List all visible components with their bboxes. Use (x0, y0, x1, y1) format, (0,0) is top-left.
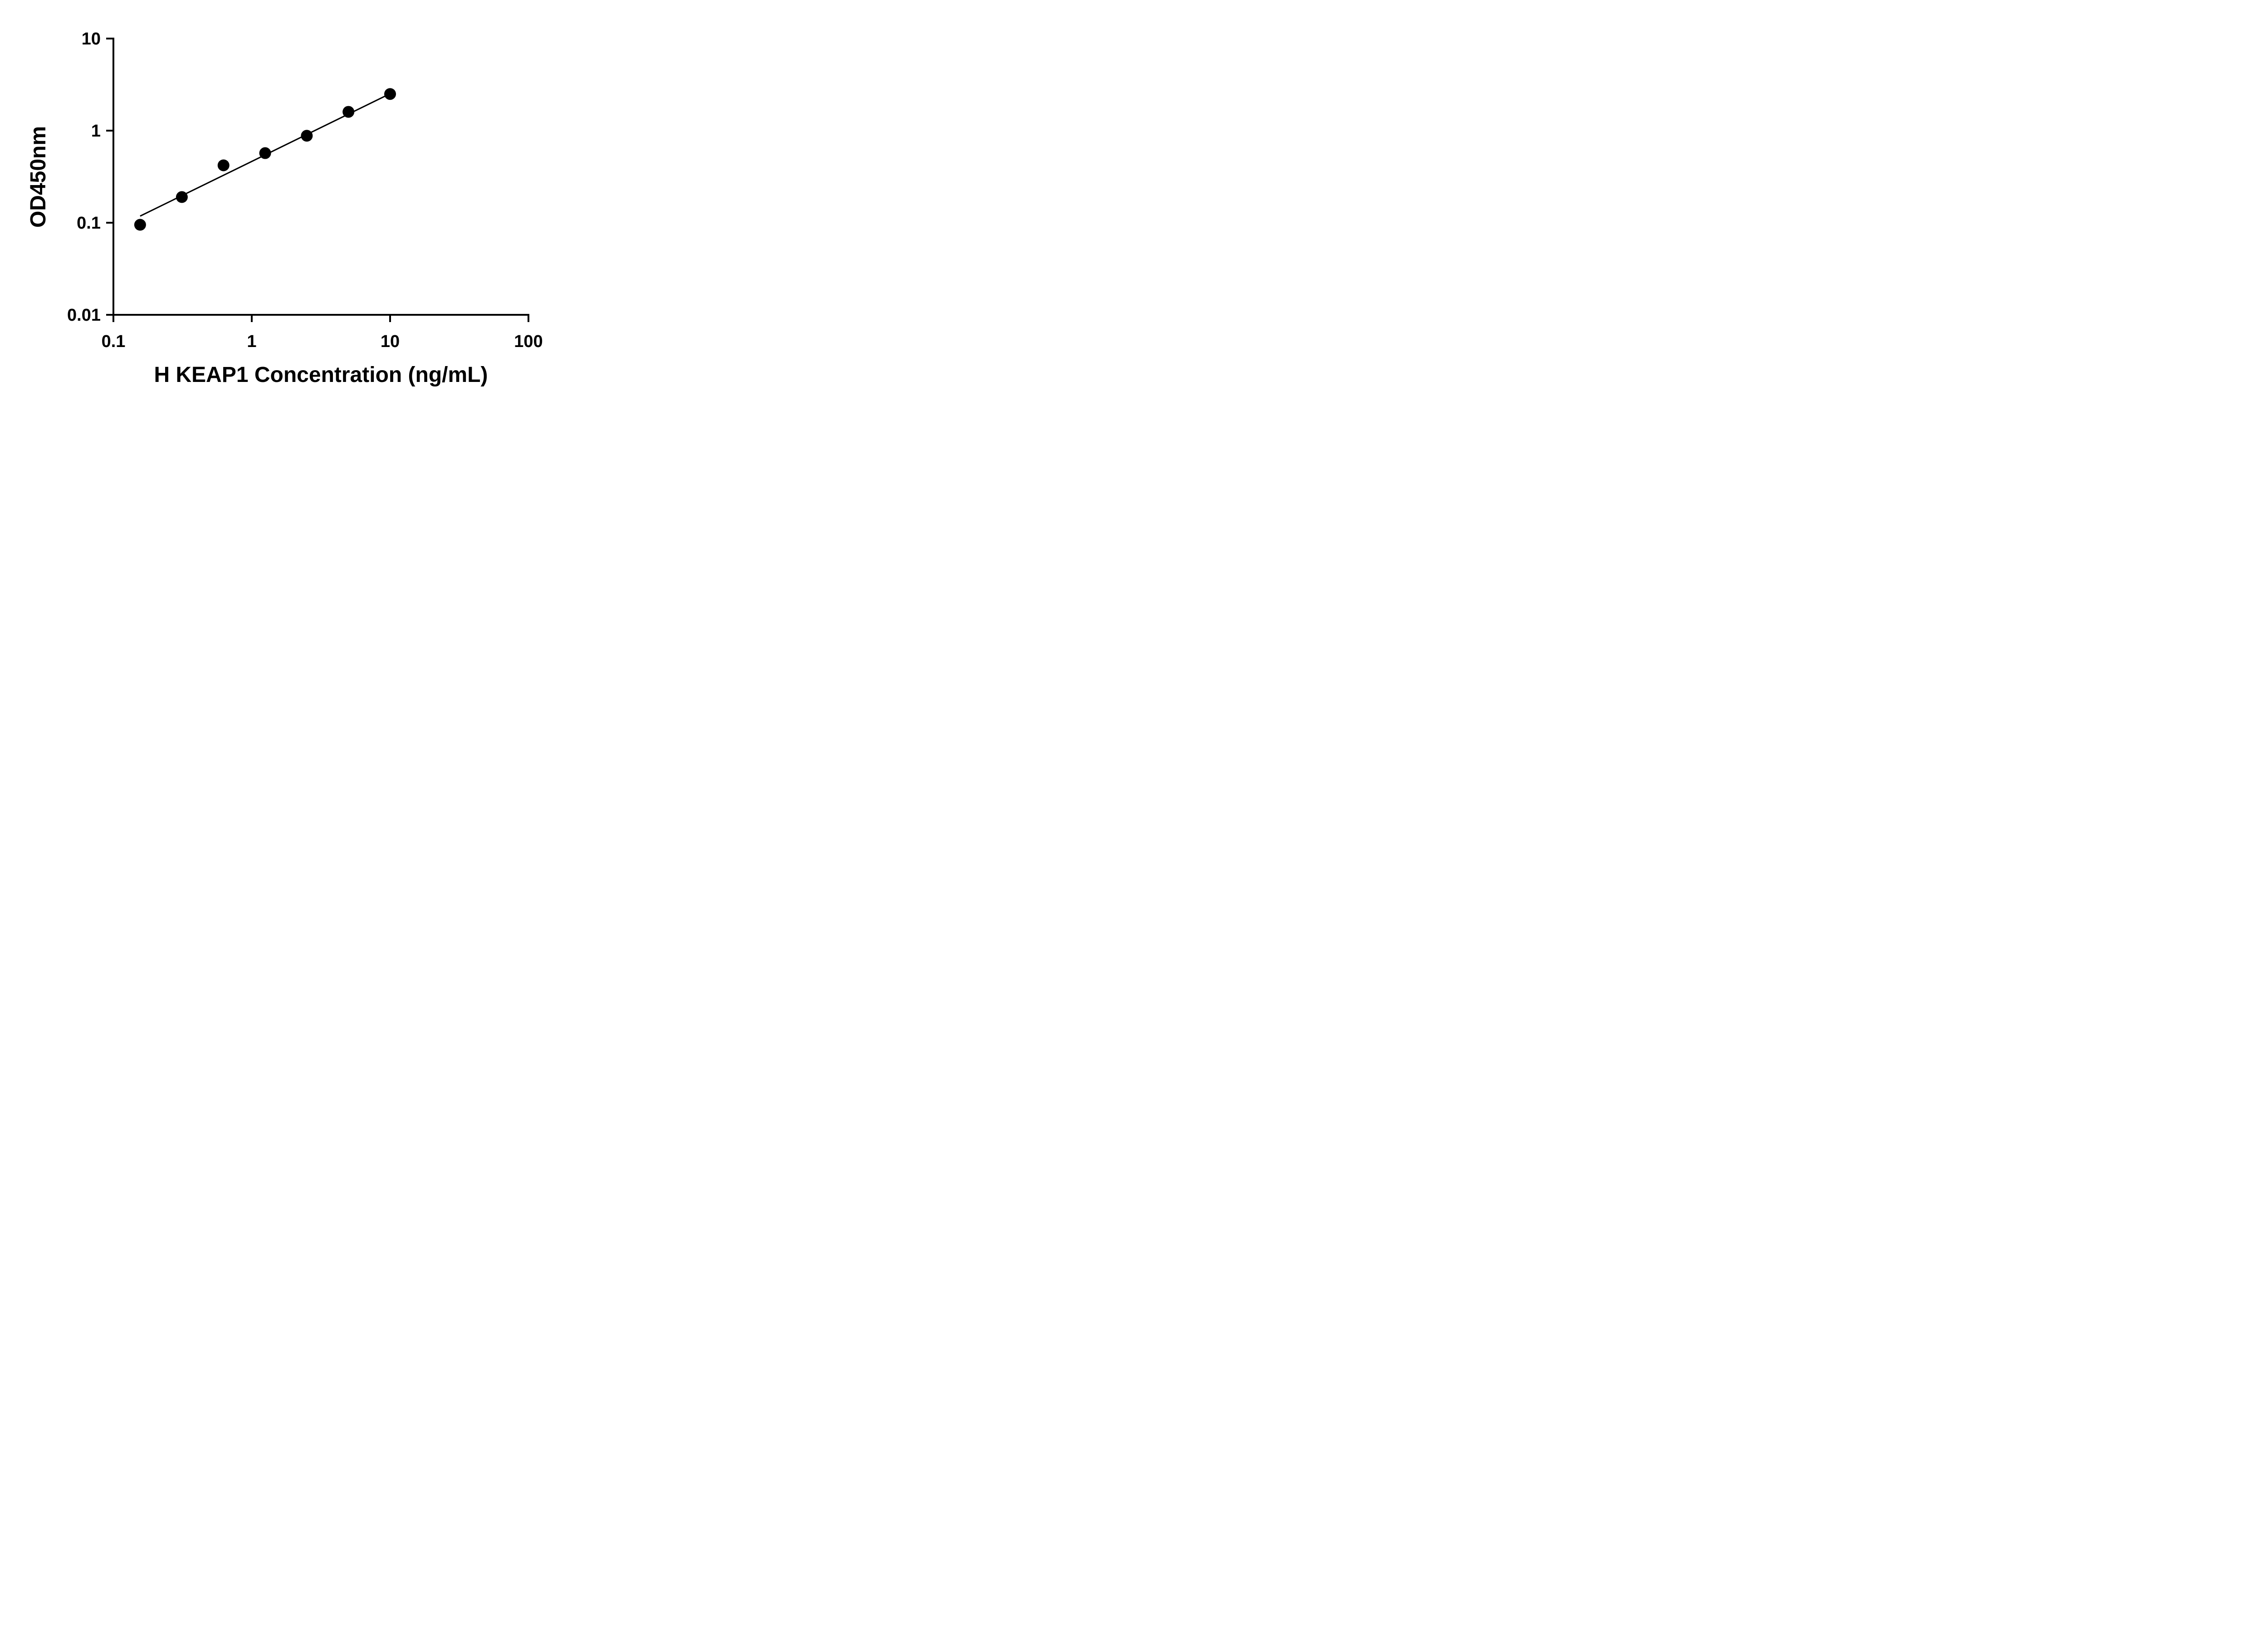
y-tick-label: 0.1 (77, 214, 101, 233)
data-point (134, 219, 146, 231)
elisa-standard-curve-figure: 0.1 1 10 100 0.01 0.1 1 10 H KEAP1 Concentratio… (0, 0, 582, 408)
data-point (301, 130, 313, 142)
x-tick-label: 10 (381, 332, 400, 351)
data-point (217, 159, 230, 171)
y-tick-label: 10 (82, 29, 101, 49)
y-axis-title: OD450nm (26, 126, 51, 228)
y-tick-label: 0.01 (67, 306, 101, 325)
data-point (342, 106, 355, 118)
data-point (259, 147, 271, 159)
y-tick-label: 1 (91, 122, 101, 141)
x-tick-label: 0.1 (102, 332, 126, 351)
x-tick-label: 100 (514, 332, 543, 351)
data-point (384, 88, 396, 100)
x-tick-label: 1 (247, 332, 256, 351)
x-axis-title: H KEAP1 Concentration (ng/mL) (154, 363, 488, 387)
data-point (176, 191, 188, 203)
